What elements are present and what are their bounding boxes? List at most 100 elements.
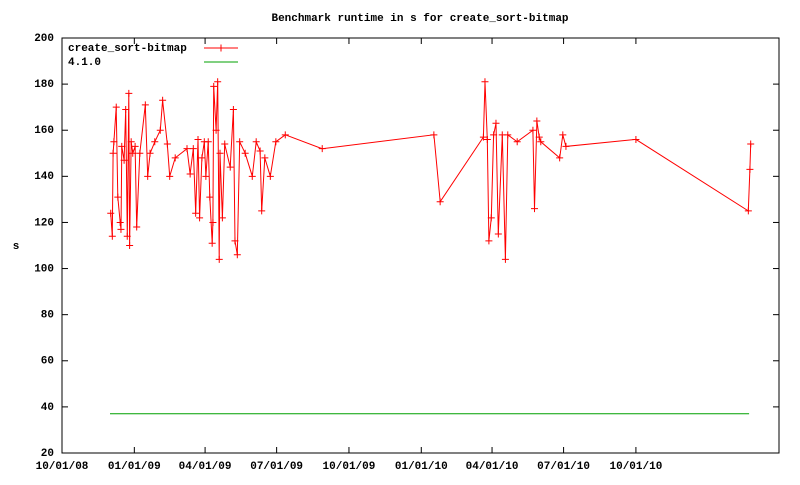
- point-marker: [122, 105, 130, 113]
- point-marker: [159, 96, 167, 104]
- point-marker: [501, 255, 509, 263]
- point-marker: [216, 149, 224, 157]
- y-tick-label: 60: [41, 356, 54, 368]
- point-marker: [272, 138, 280, 146]
- point-marker: [744, 207, 752, 215]
- y-axis-label: s: [13, 241, 20, 253]
- point-marker: [194, 135, 202, 143]
- point-marker: [529, 126, 537, 134]
- point-marker: [318, 145, 326, 153]
- x-tick-label: 01/01/09: [108, 461, 161, 473]
- point-marker: [281, 131, 289, 139]
- point-marker: [492, 119, 500, 127]
- point-marker: [215, 255, 223, 263]
- point-marker: [146, 149, 154, 157]
- x-tick-label: 04/01/09: [179, 461, 232, 473]
- point-marker: [109, 149, 117, 157]
- x-tick-label: 07/01/10: [537, 461, 590, 473]
- point-marker: [231, 237, 239, 245]
- point-marker: [533, 117, 541, 125]
- point-marker: [747, 140, 755, 148]
- point-marker: [204, 138, 212, 146]
- point-marker: [233, 251, 241, 259]
- point-marker: [236, 138, 244, 146]
- point-marker: [196, 214, 204, 222]
- point-marker: [537, 138, 545, 146]
- point-marker: [261, 154, 269, 162]
- point-marker: [163, 140, 171, 148]
- point-marker: [562, 142, 570, 150]
- point-marker: [504, 131, 512, 139]
- point-marker: [485, 237, 493, 245]
- point-marker: [202, 172, 210, 180]
- point-marker: [209, 218, 217, 226]
- point-marker: [556, 154, 564, 162]
- point-marker: [183, 145, 191, 153]
- point-marker: [110, 138, 118, 146]
- point-marker: [535, 133, 543, 141]
- point-marker: [206, 193, 214, 201]
- legend-label: create_sort-bitmap: [68, 43, 187, 55]
- point-marker: [136, 149, 144, 157]
- point-marker: [559, 131, 567, 139]
- y-tick-label: 100: [34, 263, 54, 275]
- point-marker: [126, 242, 134, 249]
- plot-frame: [61, 37, 780, 454]
- point-marker: [430, 131, 438, 139]
- point-marker: [116, 218, 124, 226]
- point-marker: [483, 135, 491, 143]
- point-marker: [226, 163, 234, 171]
- point-marker: [208, 239, 216, 247]
- point-marker: [229, 105, 237, 113]
- legend-marker: [217, 44, 225, 52]
- point-marker: [127, 138, 135, 146]
- point-marker: [108, 232, 116, 240]
- point-marker: [151, 138, 159, 146]
- point-marker: [131, 142, 139, 150]
- y-tick-label: 180: [34, 79, 54, 91]
- y-tick-label: 160: [34, 125, 54, 137]
- point-marker: [513, 138, 521, 146]
- point-marker: [156, 126, 164, 134]
- point-marker: [112, 103, 120, 111]
- point-marker: [487, 214, 495, 222]
- point-marker: [248, 172, 256, 180]
- x-tick-label: 10/01/10: [610, 461, 663, 473]
- point-marker: [166, 172, 174, 180]
- x-tick-label: 04/01/10: [466, 461, 519, 473]
- point-marker: [171, 154, 179, 162]
- point-marker: [481, 78, 489, 86]
- point-marker: [120, 156, 128, 164]
- point-marker: [258, 207, 266, 215]
- point-marker: [218, 214, 226, 222]
- point-marker: [490, 131, 498, 139]
- point-marker: [114, 193, 122, 201]
- point-marker: [436, 198, 444, 206]
- point-marker: [241, 149, 249, 157]
- y-tick-label: 20: [41, 448, 54, 460]
- chart-title: Benchmark runtime in s for create_sort-b…: [271, 13, 568, 25]
- point-marker: [212, 126, 220, 134]
- point-marker: [530, 205, 538, 213]
- point-marker: [221, 140, 229, 148]
- x-tick-label: 01/01/10: [395, 461, 448, 473]
- point-marker: [266, 172, 274, 180]
- point-marker: [123, 232, 131, 240]
- point-marker: [632, 135, 640, 143]
- y-tick-label: 140: [34, 171, 54, 183]
- point-marker: [133, 223, 141, 231]
- point-marker: [107, 209, 115, 217]
- point-marker: [252, 138, 260, 146]
- point-marker: [214, 78, 222, 86]
- x-tick-label: 07/01/09: [250, 461, 303, 473]
- y-tick-label: 80: [41, 310, 54, 322]
- point-marker: [189, 145, 197, 153]
- point-marker: [210, 82, 218, 90]
- y-tick-label: 200: [34, 33, 54, 45]
- x-tick-label: 10/01/09: [323, 461, 376, 473]
- point-marker: [141, 101, 149, 109]
- point-marker: [494, 230, 502, 238]
- point-marker: [125, 89, 133, 97]
- point-marker: [117, 225, 125, 233]
